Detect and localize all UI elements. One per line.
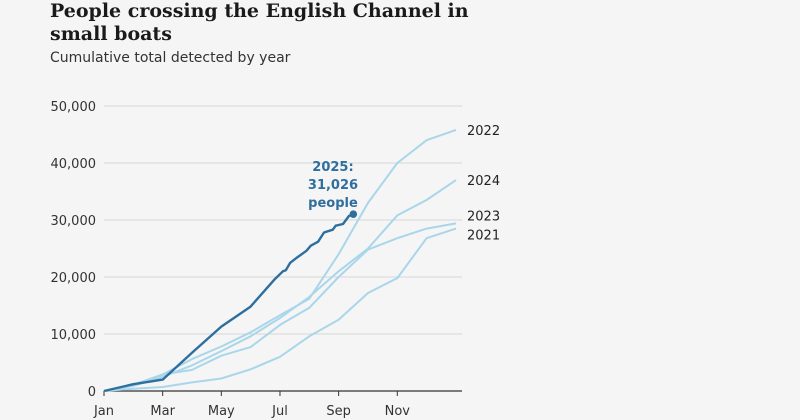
y-tick-label: 50,000 bbox=[51, 100, 97, 115]
y-axis-ticks: 0 10,000 20,000 30,000 40,000 50,000 bbox=[51, 100, 97, 400]
series-label-2024: 2024 bbox=[467, 174, 500, 189]
series-labels: 2022 2024 2023 2021 bbox=[467, 124, 500, 244]
gridlines bbox=[104, 105, 462, 392]
x-tick-label: Sep bbox=[326, 404, 351, 419]
annotation-line: 2025: bbox=[312, 160, 353, 175]
series-label-2022: 2022 bbox=[467, 124, 500, 139]
chart-title: People crossing the English Channel in s… bbox=[50, 0, 469, 45]
series-line-2024 bbox=[103, 179, 457, 392]
y-tick-label: 0 bbox=[88, 385, 96, 400]
series-line-2023 bbox=[103, 222, 457, 392]
series-line-2021 bbox=[103, 227, 457, 392]
annotation-line: 31,026 bbox=[308, 178, 358, 193]
chart-subtitle: Cumulative total detected by year bbox=[50, 50, 291, 66]
series-label-2021: 2021 bbox=[467, 229, 500, 244]
series-line-2022 bbox=[103, 128, 457, 392]
y-tick-label: 30,000 bbox=[51, 214, 97, 229]
y-tick-label: 10,000 bbox=[51, 328, 97, 343]
x-tick-label: Jan bbox=[93, 404, 114, 419]
annotation-2025: 2025: 31,026 people bbox=[308, 160, 358, 218]
series-lines bbox=[103, 128, 457, 393]
y-tick-label: 40,000 bbox=[51, 157, 97, 172]
x-tick-label: Mar bbox=[150, 404, 175, 419]
series-label-2023: 2023 bbox=[467, 209, 500, 224]
annotation-line: people bbox=[308, 196, 358, 211]
y-tick-label: 20,000 bbox=[51, 271, 97, 286]
x-tick-label: May bbox=[208, 404, 235, 419]
series-line-2025 bbox=[103, 213, 354, 393]
x-tick-label: Nov bbox=[385, 404, 411, 419]
endpoint-dot-2025 bbox=[349, 210, 358, 218]
x-axis-ticks: Jan Mar May Jul Sep Nov bbox=[93, 391, 410, 419]
x-tick-label: Jul bbox=[271, 404, 288, 419]
